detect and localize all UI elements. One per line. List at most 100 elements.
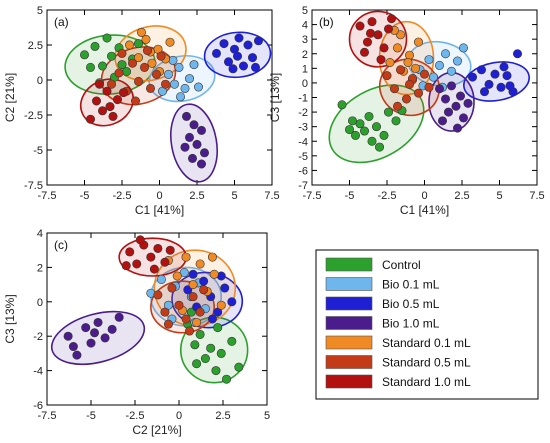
data-point — [385, 57, 395, 67]
data-point — [185, 74, 195, 84]
data-point — [374, 142, 384, 152]
data-point — [190, 340, 200, 350]
data-point — [176, 92, 186, 102]
data-point — [113, 95, 123, 105]
data-point — [195, 329, 205, 339]
data-point — [476, 65, 486, 75]
data-point — [195, 307, 205, 317]
data-point — [192, 359, 202, 369]
data-point — [222, 374, 232, 384]
data-point — [117, 48, 127, 58]
x-axis-label: C1 [41%] — [135, 203, 184, 217]
legend-label: Standard 0.5 mL — [382, 356, 471, 370]
data-point — [95, 79, 105, 89]
x-tick-label: 5 — [496, 190, 502, 202]
x-tick-label: 5 — [264, 410, 270, 422]
data-point — [98, 106, 108, 116]
y-tick-label: 2.5 — [28, 40, 43, 52]
data-point — [219, 39, 229, 49]
data-point — [192, 139, 202, 149]
x-tick-label: -2.5 — [378, 190, 397, 202]
legend-swatch — [325, 296, 373, 311]
data-point — [446, 81, 456, 91]
x-tick-label: 5 — [231, 190, 237, 202]
y-tick-label: -4 — [33, 366, 43, 378]
panel-label: (c) — [54, 238, 68, 252]
x-tick-label: 0 — [156, 190, 162, 202]
y-tick-label: -4 — [298, 136, 308, 148]
data-point — [440, 94, 450, 104]
y-tick-label: -7.5 — [24, 180, 43, 192]
data-point — [81, 323, 91, 333]
data-point — [344, 125, 354, 135]
data-point — [180, 83, 190, 93]
x-tick-label: -7.5 — [38, 410, 57, 422]
y-tick-label: -6 — [298, 165, 308, 177]
data-point — [189, 120, 199, 130]
data-point — [86, 62, 96, 72]
data-point — [424, 55, 434, 65]
data-point — [404, 50, 414, 60]
data-point — [63, 331, 73, 341]
data-point — [188, 280, 198, 290]
data-point — [146, 252, 156, 262]
data-point — [248, 53, 258, 63]
data-point — [188, 269, 198, 279]
legend-entry: Standard 0.1 mL — [325, 335, 471, 350]
plot-area — [328, 10, 530, 164]
data-point — [156, 51, 166, 61]
data-point — [451, 101, 461, 111]
data-point — [440, 49, 450, 59]
data-point — [114, 312, 124, 322]
data-point — [170, 79, 180, 89]
panel-label: (a) — [54, 15, 69, 29]
data-point — [194, 82, 204, 92]
plot-area — [64, 25, 272, 183]
data-point — [195, 259, 205, 269]
data-point — [220, 283, 230, 293]
data-point — [160, 307, 170, 317]
data-point — [355, 119, 365, 129]
legend-entry: Bio 0.5 mL — [325, 296, 440, 311]
legend-label: Bio 0.5 mL — [382, 297, 440, 311]
data-point — [98, 61, 108, 71]
data-point — [209, 269, 219, 279]
data-point — [90, 328, 100, 338]
legend-label: Standard 1.0 mL — [382, 375, 471, 389]
data-point — [490, 69, 500, 79]
data-point — [386, 14, 396, 24]
data-point — [134, 39, 144, 49]
confidence-ellipse — [50, 310, 146, 366]
data-point — [200, 148, 210, 158]
y-tick-label: 0 — [37, 297, 43, 309]
y-tick-label: -5 — [33, 145, 43, 157]
x-tick-label: 2.5 — [215, 410, 230, 422]
x-axis-label: C1 [41%] — [400, 203, 449, 217]
data-point — [199, 276, 209, 286]
x-tick-label: 2.5 — [189, 190, 204, 202]
data-point — [163, 319, 173, 329]
data-point — [72, 350, 82, 360]
data-point — [168, 55, 178, 65]
panel-label: (b) — [319, 15, 334, 29]
legend-swatch — [325, 316, 373, 330]
legend: Control Bio 0.1 mL Bio 0.5 mL Bio 1.0 mL Sta… — [315, 249, 539, 400]
data-point — [367, 136, 377, 146]
x-tick-label: -5 — [80, 190, 90, 202]
data-point — [119, 88, 129, 98]
data-point — [458, 113, 468, 123]
data-point — [134, 53, 144, 63]
data-point — [164, 69, 174, 79]
data-point — [174, 62, 184, 72]
data-point — [392, 43, 402, 53]
data-point — [467, 72, 477, 82]
data-point — [200, 354, 210, 364]
data-point — [189, 60, 199, 70]
data-point — [128, 58, 138, 68]
data-point — [243, 40, 253, 50]
legend-entry: Standard 0.5 mL — [325, 355, 471, 370]
data-point — [68, 342, 78, 352]
data-point — [359, 126, 369, 136]
